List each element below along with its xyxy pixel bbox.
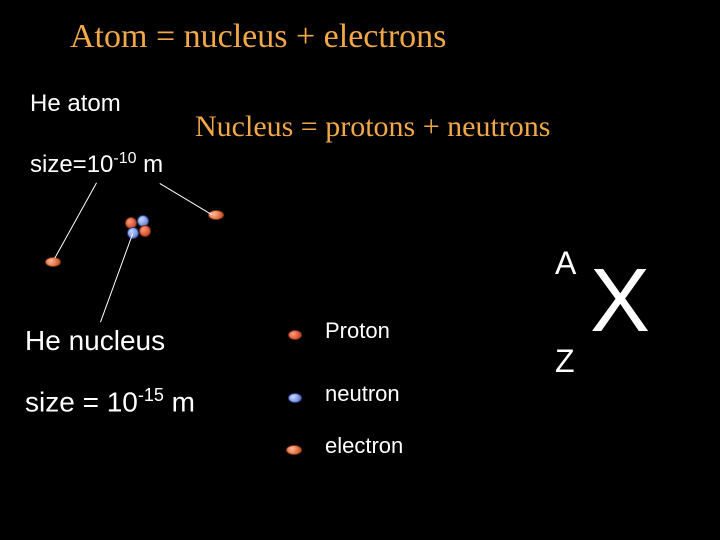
legend-neutron-text: neutron bbox=[325, 381, 400, 406]
he-atom-label: He atom bbox=[30, 90, 121, 118]
he-atom-text: He atom bbox=[30, 90, 121, 117]
proton-particle bbox=[139, 225, 151, 237]
main-title: Atom = nucleus + electrons bbox=[70, 18, 446, 56]
size-nucleus-suffix: m bbox=[164, 386, 195, 417]
legend-proton-icon bbox=[288, 330, 302, 340]
pointer-line bbox=[54, 183, 97, 259]
legend-neutron-label: neutron bbox=[325, 381, 400, 407]
legend-electron-icon bbox=[286, 445, 302, 455]
pointer-line bbox=[159, 183, 212, 215]
size-atom-exp: -10 bbox=[113, 150, 136, 167]
size-atom-suffix: m bbox=[137, 151, 164, 178]
A-text: A bbox=[555, 245, 576, 281]
pointer-line bbox=[100, 234, 133, 323]
he-nucleus-label: He nucleus bbox=[25, 325, 165, 357]
element-symbol-X: X bbox=[590, 250, 650, 353]
legend-proton-text: Proton bbox=[325, 318, 390, 343]
X-text: X bbox=[590, 251, 650, 351]
main-title-text: Atom = nucleus + electrons bbox=[70, 18, 446, 55]
legend-electron-text: electron bbox=[325, 433, 403, 458]
atomic-number-Z: Z bbox=[555, 343, 575, 380]
Z-text: Z bbox=[555, 343, 575, 379]
mass-number-A: A bbox=[555, 245, 576, 282]
size-nucleus-label: size = 10-15 m bbox=[25, 385, 195, 418]
legend-electron-label: electron bbox=[325, 433, 403, 459]
electron-particle bbox=[45, 257, 61, 267]
sub-title: Nucleus = protons + neutrons bbox=[195, 110, 550, 144]
legend-neutron-icon bbox=[288, 393, 302, 403]
legend-proton-label: Proton bbox=[325, 318, 390, 344]
size-atom-prefix: size=10 bbox=[30, 151, 113, 178]
size-nucleus-exp: -15 bbox=[138, 385, 164, 405]
size-atom-label: size=10-10 m bbox=[30, 150, 163, 179]
isotope-notation: A Z X bbox=[555, 245, 705, 415]
sub-title-text: Nucleus = protons + neutrons bbox=[195, 110, 550, 143]
he-nucleus-text: He nucleus bbox=[25, 325, 165, 356]
size-nucleus-prefix: size = 10 bbox=[25, 386, 138, 417]
